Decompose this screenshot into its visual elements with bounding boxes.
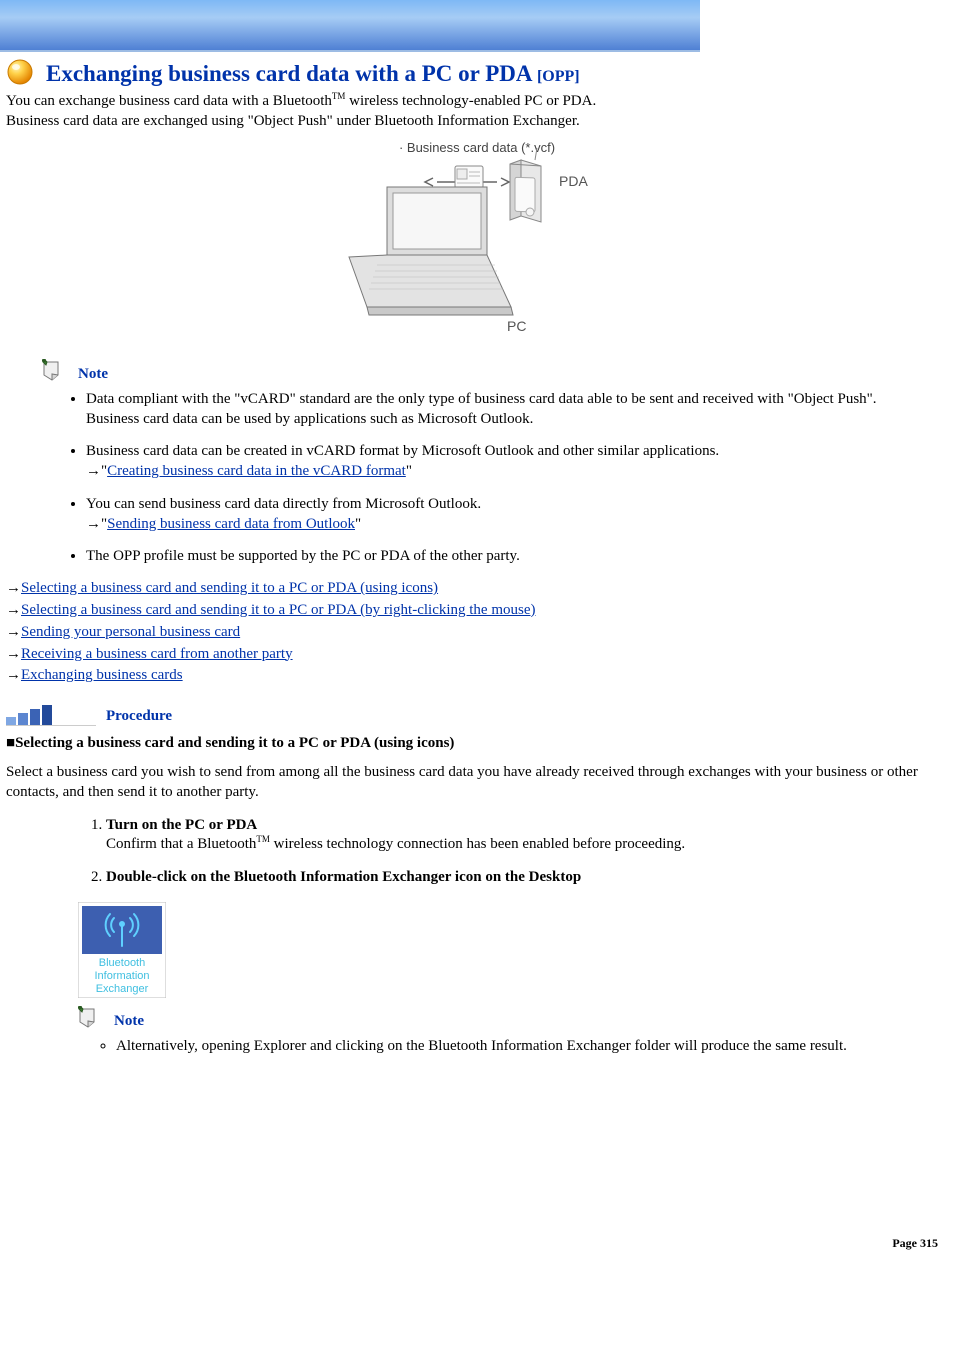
- svg-text:PDA: PDA: [559, 173, 588, 189]
- hero-diagram: · Business card data (*.vcf): [6, 136, 948, 341]
- procedure-bars-icon: [6, 705, 96, 727]
- note-row-1: Note: [40, 359, 948, 383]
- link-send-outlook[interactable]: Sending business card data from Outlook: [107, 516, 355, 532]
- note-bullet-3: You can send business card data directly…: [86, 494, 948, 535]
- procedure-label: Procedure: [106, 708, 172, 725]
- jump-link-exchange[interactable]: Exchanging business cards: [21, 667, 183, 683]
- note-label: Note: [114, 1013, 144, 1030]
- svg-text:Information: Information: [94, 970, 149, 982]
- orange-orb-icon: [6, 58, 34, 86]
- jump-link-rightclick[interactable]: Selecting a business card and sending it…: [21, 602, 536, 618]
- jump-link-receive[interactable]: Receiving a business card from another p…: [21, 646, 293, 662]
- step-2: Double-click on the Bluetooth Informatio…: [106, 869, 948, 886]
- note-label: Note: [78, 366, 108, 383]
- section-heading: ■Selecting a business card and sending i…: [6, 735, 948, 752]
- title-row: Exchanging business card data with a PC …: [6, 58, 948, 88]
- header-gradient-bar: [0, 0, 700, 52]
- tm-icon: TM: [256, 834, 270, 844]
- note2-sublist: Alternatively, opening Explorer and clic…: [76, 1036, 948, 1056]
- jump-link-icons[interactable]: Selecting a business card and sending it…: [21, 580, 438, 596]
- page-content: Exchanging business card data with a PC …: [0, 52, 954, 1251]
- link-create-vcard[interactable]: Creating business card data in the vCARD…: [107, 463, 406, 479]
- svg-text:· Business card data (*.vcf): · Business card data (*.vcf): [399, 140, 555, 155]
- svg-text:Exchanger: Exchanger: [96, 983, 149, 995]
- steps-list: Turn on the PC or PDA Confirm that a Blu…: [66, 817, 948, 886]
- tm-icon: TM: [332, 91, 346, 101]
- note-bullet-1: Data compliant with the "vCARD" standard…: [86, 389, 948, 430]
- desktop-icon-figure: Bluetooth Information Exchanger: [78, 902, 948, 998]
- note-bullet-4: The OPP profile must be supported by the…: [86, 546, 948, 566]
- note-bullet-2: Business card data can be created in vCA…: [86, 441, 948, 482]
- svg-text:PC: PC: [507, 318, 526, 334]
- jump-link-personal[interactable]: Sending your personal business card: [21, 624, 240, 640]
- svg-text:Bluetooth: Bluetooth: [99, 957, 145, 969]
- note2-item: Alternatively, opening Explorer and clic…: [116, 1036, 948, 1056]
- intro-paragraph: You can exchange business card data with…: [6, 90, 948, 132]
- jump-links: →Selecting a business card and sending i…: [6, 578, 948, 687]
- note-icon: [76, 1006, 100, 1030]
- page-title: Exchanging business card data with a PC …: [46, 60, 580, 88]
- procedure-row: Procedure: [6, 705, 948, 727]
- step-1: Turn on the PC or PDA Confirm that a Blu…: [106, 817, 948, 853]
- opp-tag: [OPP]: [537, 68, 580, 85]
- note-bullet-list: Data compliant with the "vCARD" standard…: [46, 389, 948, 567]
- page-number: Page 315: [6, 1236, 948, 1251]
- note-row-2: Note: [76, 1006, 948, 1030]
- note-icon: [40, 359, 64, 383]
- section-paragraph: Select a business card you wish to send …: [6, 762, 948, 803]
